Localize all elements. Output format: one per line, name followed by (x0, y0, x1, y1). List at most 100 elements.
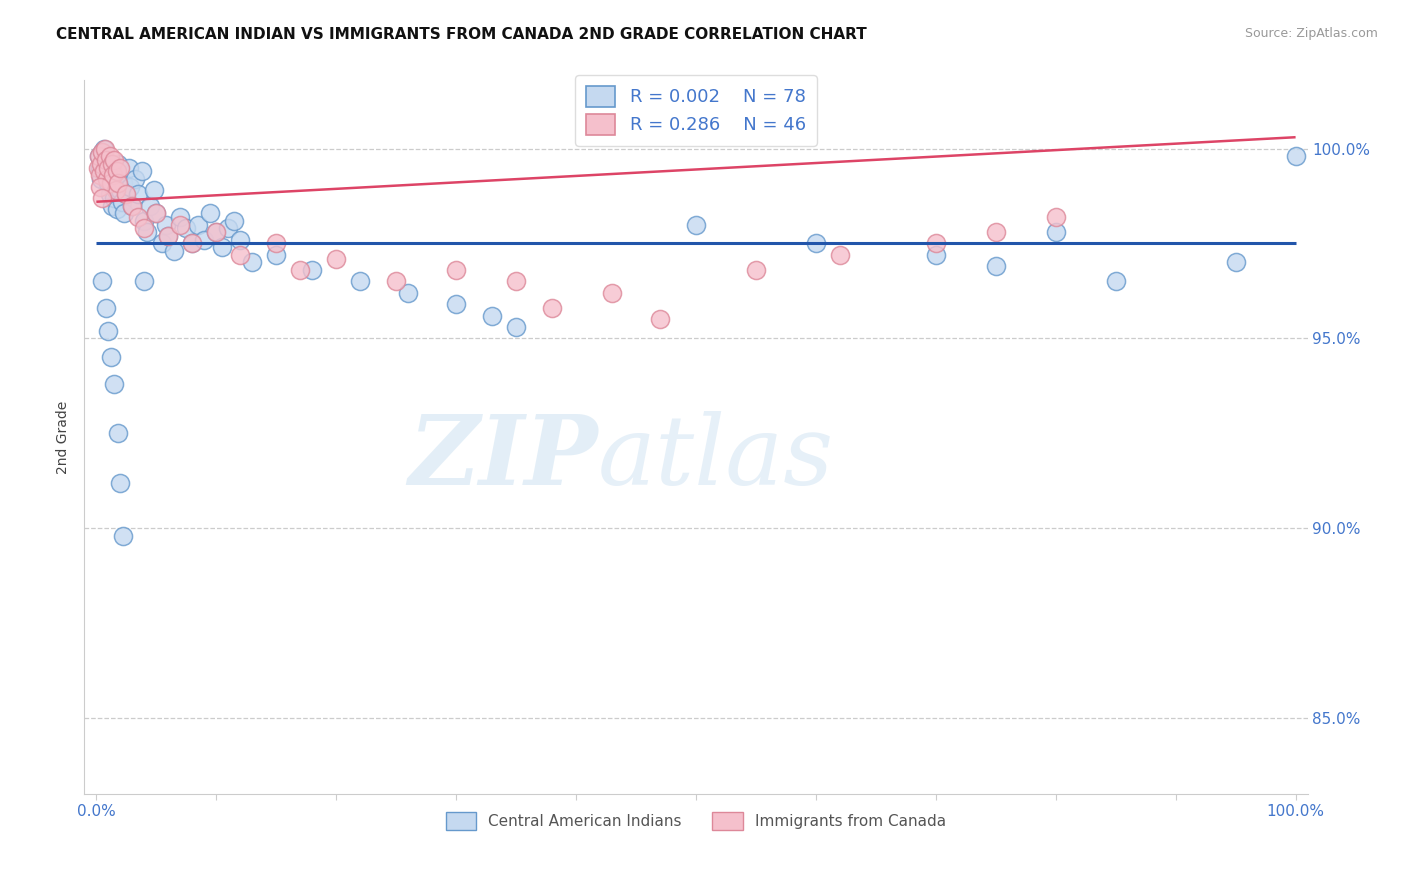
Text: Source: ZipAtlas.com: Source: ZipAtlas.com (1244, 27, 1378, 40)
Point (96, 157, 118, 171)
Point (155, 218, 177, 232)
Point (685, 218, 707, 232)
Point (104, 183, 127, 197)
Point (110, 475, 132, 490)
Point (142, 183, 165, 197)
Point (97, 324, 120, 338)
Point (89, 179, 111, 194)
Point (301, 263, 323, 277)
Point (217, 221, 239, 235)
Point (1045, 210, 1067, 224)
Point (101, 157, 124, 171)
Point (105, 164, 128, 178)
Point (150, 236, 173, 251)
Point (187, 218, 209, 232)
Point (118, 161, 141, 175)
Point (107, 157, 129, 171)
Point (89, 168, 111, 182)
Point (131, 164, 153, 178)
Point (97, 176, 120, 190)
Point (264, 236, 287, 251)
Point (229, 248, 252, 262)
Point (103, 191, 125, 205)
Point (91, 191, 114, 205)
Point (110, 161, 132, 175)
Point (925, 236, 948, 251)
Point (200, 206, 222, 220)
Point (600, 285, 623, 300)
Point (444, 263, 467, 277)
Point (101, 168, 124, 182)
Point (91, 145, 114, 160)
Point (134, 275, 156, 289)
Point (100, 176, 122, 190)
Text: CENTRAL AMERICAN INDIAN VS IMMIGRANTS FROM CANADA 2ND GRADE CORRELATION CHART: CENTRAL AMERICAN INDIAN VS IMMIGRANTS FR… (56, 27, 868, 42)
Text: atlas: atlas (598, 411, 834, 506)
Point (90, 172, 112, 186)
Point (115, 187, 138, 202)
Point (91, 145, 114, 160)
Point (93, 142, 115, 156)
Point (984, 225, 1007, 239)
Point (505, 320, 527, 334)
Point (93, 164, 115, 178)
Point (101, 198, 124, 212)
Point (103, 376, 125, 391)
Point (349, 275, 371, 289)
Text: ZIP: ZIP (409, 411, 598, 506)
Point (157, 228, 180, 243)
Point (101, 179, 124, 194)
Point (110, 183, 132, 197)
Point (124, 172, 146, 186)
Point (89, 161, 111, 175)
Point (505, 275, 527, 289)
Point (93, 142, 117, 156)
Point (98, 187, 121, 202)
Point (145, 206, 167, 220)
Point (134, 221, 156, 235)
Point (111, 529, 134, 543)
Point (169, 218, 191, 232)
Point (240, 255, 263, 269)
Point (94, 301, 117, 315)
Point (121, 198, 143, 212)
Point (94, 168, 117, 182)
Point (108, 172, 131, 186)
Point (745, 263, 768, 277)
Point (163, 244, 186, 258)
Point (224, 213, 246, 227)
Point (110, 194, 132, 209)
Point (112, 206, 135, 220)
Point (105, 202, 128, 217)
Point (205, 225, 228, 239)
Point (100, 164, 122, 178)
Point (205, 225, 228, 239)
Point (135, 225, 157, 239)
Point (211, 240, 233, 254)
Legend: Central American Indians, Immigrants from Canada: Central American Indians, Immigrants fro… (440, 806, 952, 836)
Point (103, 153, 125, 167)
Point (174, 221, 197, 235)
Point (481, 309, 503, 323)
Point (98, 149, 121, 163)
Point (181, 236, 204, 251)
Point (290, 263, 312, 277)
Point (229, 233, 252, 247)
Point (193, 233, 215, 247)
Point (91, 275, 114, 289)
Point (169, 210, 191, 224)
Point (541, 301, 564, 315)
Y-axis label: 2nd Grade: 2nd Grade (56, 401, 70, 474)
Point (107, 426, 129, 441)
Point (157, 228, 180, 243)
Point (145, 206, 167, 220)
Point (97, 161, 120, 175)
Point (828, 248, 851, 262)
Point (87, 149, 110, 163)
Point (325, 252, 347, 266)
Point (264, 248, 287, 262)
Point (648, 312, 671, 326)
Point (93, 153, 117, 167)
Point (1105, 275, 1128, 289)
Point (1045, 225, 1067, 239)
